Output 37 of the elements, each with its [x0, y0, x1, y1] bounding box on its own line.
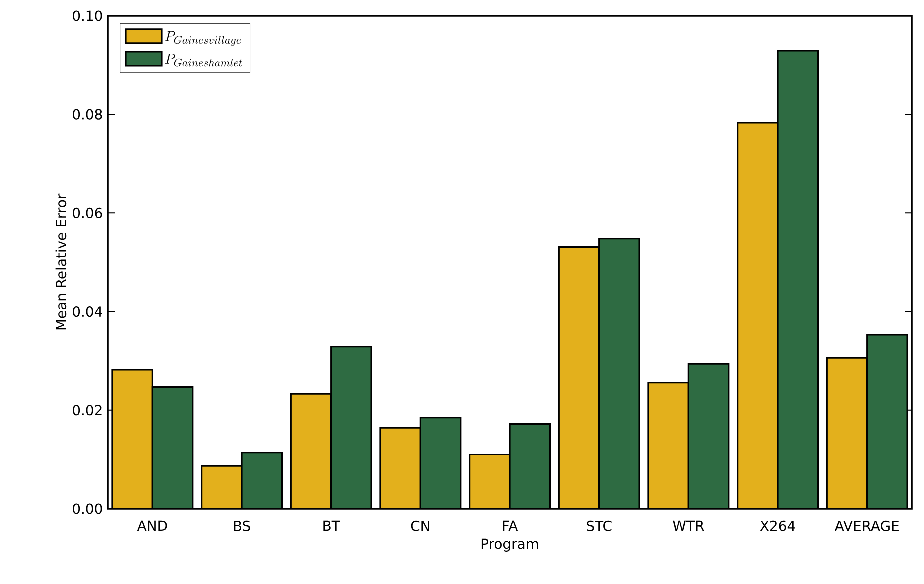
bar — [291, 394, 332, 509]
bar — [380, 428, 421, 509]
x-tick-label: AND — [137, 520, 168, 531]
y-tick-label: 0.10 — [73, 10, 102, 22]
bar — [331, 346, 372, 509]
bar — [242, 452, 282, 509]
bar — [559, 247, 600, 509]
y-axis-title: Mean Relative Error — [56, 194, 67, 330]
bar — [420, 418, 461, 509]
y-tick-label: 0.06 — [73, 208, 102, 218]
y-tick-label: 0.00 — [73, 504, 102, 514]
bar — [778, 50, 818, 509]
bar — [112, 370, 153, 509]
bar — [599, 238, 640, 509]
bar — [866, 334, 908, 509]
bar — [738, 122, 778, 509]
bar — [648, 382, 689, 509]
x-tick-label: X264 — [760, 520, 796, 532]
x-axis-title: Program — [482, 538, 538, 552]
y-tick-label: 0.02 — [73, 405, 102, 416]
bar — [470, 454, 510, 509]
x-tick-label: STC — [587, 520, 612, 532]
legend-label: $P_{Gainesvillage}$ — [165, 31, 242, 46]
x-tick-label: FA — [503, 520, 518, 531]
x-tick-label: CN — [411, 520, 430, 532]
bar — [510, 424, 550, 509]
bar — [688, 364, 729, 509]
x-tick-label: BS — [234, 520, 250, 532]
bar — [202, 466, 242, 509]
bar — [152, 387, 193, 509]
x-tick-label: BT — [324, 520, 340, 531]
x-tick-label: WTR — [673, 520, 704, 531]
legend-label: $P_{Gaineshamlet}$ — [165, 54, 242, 67]
bar — [826, 357, 868, 509]
y-tick-label: 0.08 — [73, 109, 102, 120]
x-tick-label: AVERAGE — [834, 520, 899, 532]
y-tick-label: 0.04 — [73, 306, 102, 318]
